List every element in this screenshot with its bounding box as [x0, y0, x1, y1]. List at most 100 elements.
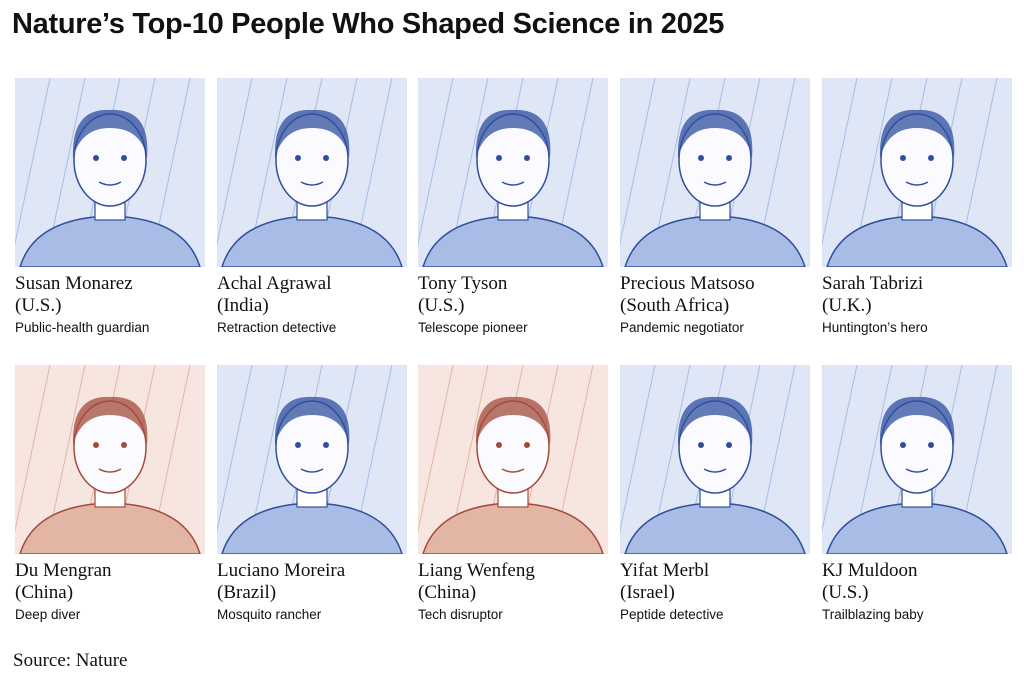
person-card: Precious Matsoso (South Africa) Pandemic n… [620, 78, 812, 335]
person-name: Tony Tyson [418, 273, 508, 294]
person-name: Sarah Tabrizi [822, 273, 924, 294]
person-card: Sarah Tabrizi (U.K.) Huntington’s hero [822, 78, 1014, 335]
portrait [822, 78, 1012, 267]
mouth [501, 468, 525, 473]
eye [93, 155, 99, 161]
person-country: (Brazil) [217, 582, 277, 603]
eye [726, 442, 732, 448]
eye [928, 442, 934, 448]
portrait [822, 365, 1012, 554]
mouth [905, 181, 929, 186]
person-role: Retraction detective [217, 320, 337, 335]
person-role: Trailblazing baby [822, 607, 924, 622]
person-country: (China) [418, 582, 477, 603]
portrait [217, 78, 407, 267]
eye [698, 442, 704, 448]
person-role: Mosquito rancher [217, 607, 322, 622]
person-card: Du Mengran (China) Deep diver [15, 365, 207, 622]
mouth [98, 468, 122, 473]
hatch [15, 365, 51, 533]
eye [121, 442, 127, 448]
person-card: Luciano Moreira (Brazil) Mosquito rancher [217, 365, 409, 622]
hatch [217, 365, 253, 533]
mouth [703, 181, 727, 186]
hatch [217, 78, 253, 246]
portrait [620, 365, 810, 554]
title: Nature’s Top-10 People Who Shaped Scienc… [12, 8, 725, 40]
hatch [620, 365, 656, 533]
eye [323, 442, 329, 448]
portrait [15, 78, 205, 267]
portrait [217, 365, 407, 554]
hatch [418, 78, 454, 246]
mouth [300, 468, 324, 473]
person-country: (U.S.) [418, 295, 465, 316]
hatch [822, 78, 858, 246]
hatch [15, 78, 51, 246]
source: Source: Nature [13, 650, 128, 671]
person-role: Public-health guardian [15, 320, 150, 335]
hair [72, 109, 148, 158]
eye [121, 155, 127, 161]
hair [475, 109, 551, 158]
person-role: Peptide detective [620, 607, 724, 622]
person-role: Deep diver [15, 607, 81, 622]
hatch [418, 365, 454, 533]
person-country: (U.S.) [15, 295, 62, 316]
portrait [418, 78, 608, 267]
eye [928, 155, 934, 161]
person-country: (U.K.) [822, 295, 872, 316]
person-name: Yifat Merbl [620, 560, 710, 581]
person-country: (Israel) [620, 582, 675, 603]
portrait [620, 78, 810, 267]
hatch [620, 78, 656, 246]
person-card: Achal Agrawal (India) Retraction detective [217, 78, 409, 335]
mouth [703, 468, 727, 473]
hair [879, 109, 955, 158]
eye [524, 155, 530, 161]
eye [295, 155, 301, 161]
mouth [905, 468, 929, 473]
person-card: Tony Tyson (U.S.) Telescope pioneer [418, 78, 610, 335]
person-country: (U.S.) [822, 582, 869, 603]
person-role: Tech disruptor [418, 607, 503, 622]
person-name: Luciano Moreira [217, 560, 346, 581]
hatch [822, 365, 858, 533]
person-role: Telescope pioneer [418, 320, 528, 335]
mouth [501, 181, 525, 186]
person-card: Susan Monarez (U.S.) Public-health guardia… [15, 78, 207, 335]
person-role: Huntington’s hero [822, 320, 928, 335]
eye [323, 155, 329, 161]
hair [475, 396, 551, 445]
hair [677, 109, 753, 158]
person-country: (China) [15, 582, 74, 603]
person-card: KJ Muldoon (U.S.) Trailblazing baby [822, 365, 1014, 622]
mouth [98, 181, 122, 186]
eye [900, 442, 906, 448]
person-name: KJ Muldoon [822, 560, 918, 581]
person-name: Precious Matsoso [620, 273, 755, 294]
hair [677, 396, 753, 445]
hair [72, 396, 148, 445]
eye [496, 155, 502, 161]
mouth [300, 181, 324, 186]
portrait [418, 365, 608, 554]
person-name: Susan Monarez [15, 273, 133, 294]
person-country: (South Africa) [620, 295, 730, 316]
person-name: Achal Agrawal [217, 273, 332, 294]
person-role: Pandemic negotiator [620, 320, 744, 335]
eye [295, 442, 301, 448]
person-name: Liang Wenfeng [418, 560, 535, 581]
portrait [15, 365, 205, 554]
eye [93, 442, 99, 448]
eye [698, 155, 704, 161]
hair [274, 396, 350, 445]
person-country: (India) [217, 295, 269, 316]
eye [524, 442, 530, 448]
hair [879, 396, 955, 445]
person-card: Yifat Merbl (Israel) Peptide detective [620, 365, 812, 622]
hair [274, 109, 350, 158]
eye [496, 442, 502, 448]
person-name: Du Mengran [15, 560, 112, 581]
